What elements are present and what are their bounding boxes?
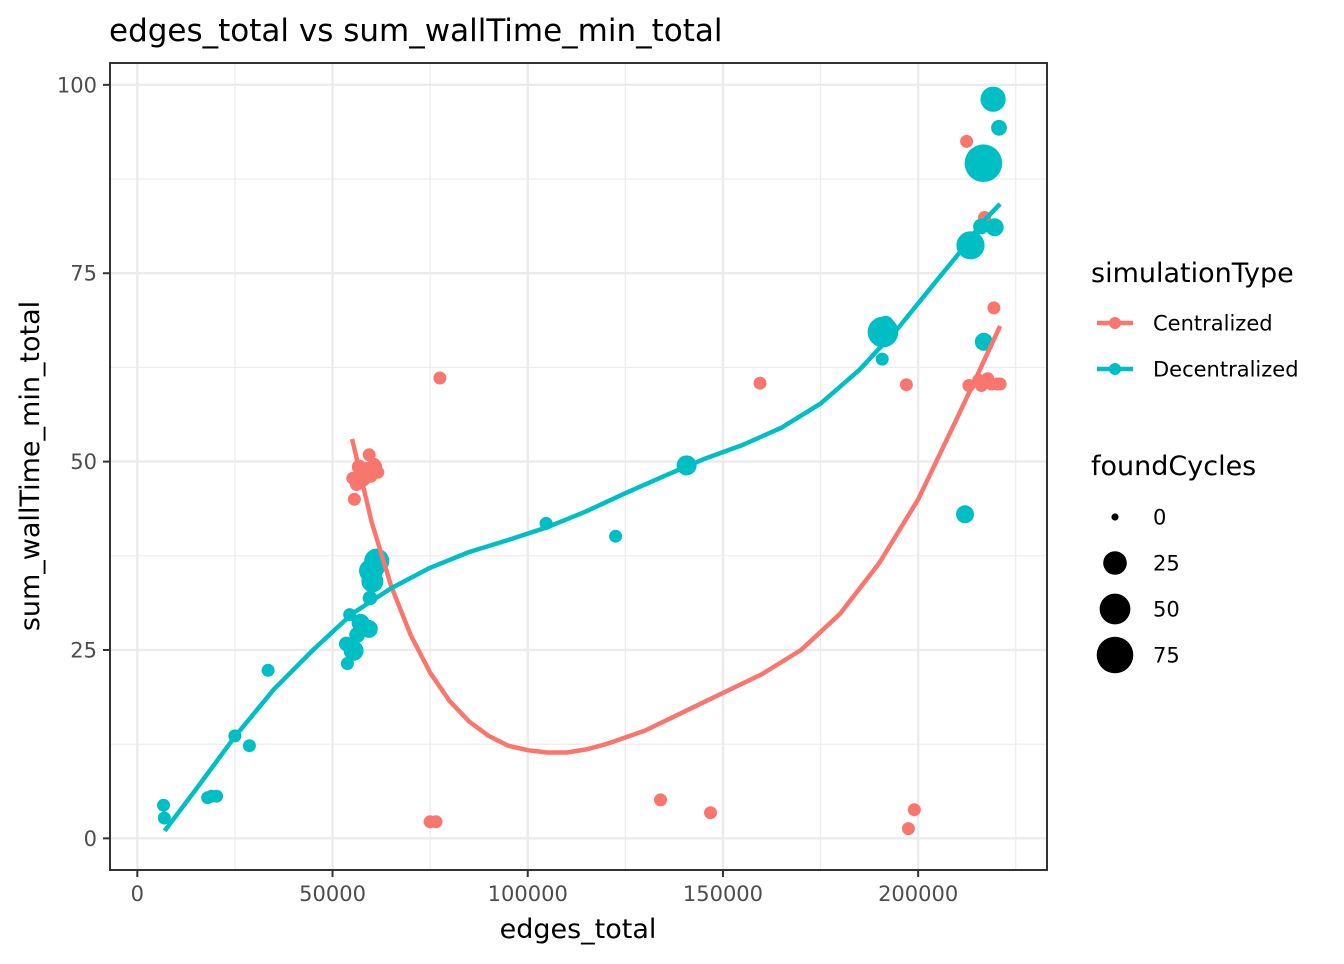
color-legend: simulationType Centralized Decentralized <box>1091 258 1299 382</box>
color-legend-title: simulationType <box>1091 258 1294 289</box>
data-point <box>980 86 1006 112</box>
data-point <box>907 803 921 817</box>
data-point <box>993 377 1007 391</box>
data-point <box>964 144 1003 182</box>
data-point <box>704 806 717 820</box>
legend-key-point <box>1109 317 1121 329</box>
legend-entry-label: Centralized <box>1153 312 1273 336</box>
legend-entry-label: Decentralized <box>1153 358 1299 382</box>
y-tick-label: 50 <box>70 450 97 474</box>
y-tick-label: 100 <box>57 73 97 97</box>
data-point <box>753 376 767 390</box>
data-point <box>960 134 974 148</box>
y-tick-label: 0 <box>84 827 97 851</box>
x-tick-label: 150000 <box>683 882 763 906</box>
data-points <box>157 86 1007 836</box>
data-point <box>654 793 667 807</box>
data-point <box>371 465 385 479</box>
x-axis-title: edges_total <box>500 914 657 945</box>
plot-panel-border <box>109 62 1048 871</box>
grid-lines <box>110 63 1047 870</box>
data-point <box>877 315 894 332</box>
data-point <box>985 218 1004 237</box>
size-legend-label: 25 <box>1153 552 1180 576</box>
size-legend-key <box>1096 636 1134 674</box>
data-point <box>343 640 364 661</box>
size-legend-title: foundCycles <box>1091 451 1256 482</box>
data-point <box>261 663 275 677</box>
size-legend: foundCycles 0 25 50 75 <box>1091 451 1256 674</box>
y-tick-label: 25 <box>70 638 97 662</box>
data-point <box>991 119 1007 136</box>
size-legend-key <box>1111 513 1119 521</box>
x-tick-label: 0 <box>131 882 144 906</box>
x-tick-label: 100000 <box>488 882 568 906</box>
size-legend-label: 50 <box>1153 598 1180 622</box>
x-tick-label: 50000 <box>299 882 366 906</box>
data-point <box>899 378 913 392</box>
data-point <box>157 798 170 812</box>
size-legend-key <box>1103 551 1127 575</box>
data-point <box>956 505 974 524</box>
data-point <box>987 301 1001 315</box>
data-point <box>901 822 915 836</box>
data-point <box>347 492 361 506</box>
data-point <box>875 352 889 366</box>
data-point <box>242 739 256 753</box>
smooth-line-decentralized <box>162 202 1002 833</box>
data-point <box>956 231 985 260</box>
data-point <box>609 529 623 543</box>
chart-title: edges_total vs sum_wallTime_min_total <box>109 13 723 49</box>
smooth-lines <box>162 202 1003 833</box>
smooth-line-centralized <box>349 325 1003 755</box>
data-point <box>433 371 447 385</box>
size-legend-key <box>1099 593 1131 625</box>
x-tick-label: 200000 <box>878 882 958 906</box>
legend-key-point <box>1109 363 1121 375</box>
y-axis-title: sum_wallTime_min_total <box>15 301 46 631</box>
data-point <box>157 811 171 825</box>
size-legend-label: 75 <box>1153 644 1180 668</box>
data-point <box>359 619 378 638</box>
y-tick-label: 75 <box>70 262 97 286</box>
axis-ticks: 0 50000 100000 150000 200000 0 25 50 75 100 <box>57 73 958 906</box>
size-legend-label: 0 <box>1153 506 1166 530</box>
data-point <box>429 815 443 829</box>
data-point <box>210 789 224 803</box>
plot-panel <box>110 63 1047 870</box>
